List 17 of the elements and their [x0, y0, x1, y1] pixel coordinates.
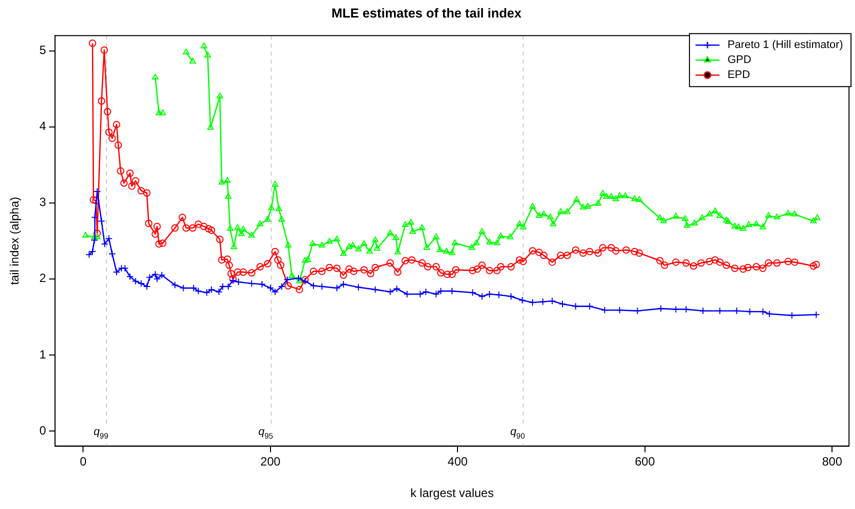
- y-tick-label: 4: [39, 119, 46, 134]
- y-tick-label: 0: [39, 423, 46, 438]
- y-tick-label: 5: [39, 43, 46, 58]
- x-tick-label: 600: [634, 454, 656, 469]
- y-tick-label: 3: [39, 195, 46, 210]
- chart-title: MLE estimates of the tail index: [332, 5, 522, 20]
- x-tick-label: 400: [448, 454, 468, 469]
- y-tick-label: 1: [39, 347, 46, 362]
- legend-label: EPD: [727, 69, 750, 82]
- x-tick-label: 800: [822, 454, 842, 469]
- legend-label: GPD: [727, 54, 752, 66]
- y-axis-title: tail index (alpha): [8, 196, 22, 285]
- legend-label: Pareto 1 (Hill estimator): [727, 39, 844, 52]
- x-axis-title: k largest values: [410, 486, 494, 500]
- x-tick-label: 0: [80, 454, 87, 469]
- y-tick-label: 2: [39, 271, 46, 286]
- x-tick-label: 200: [260, 454, 281, 469]
